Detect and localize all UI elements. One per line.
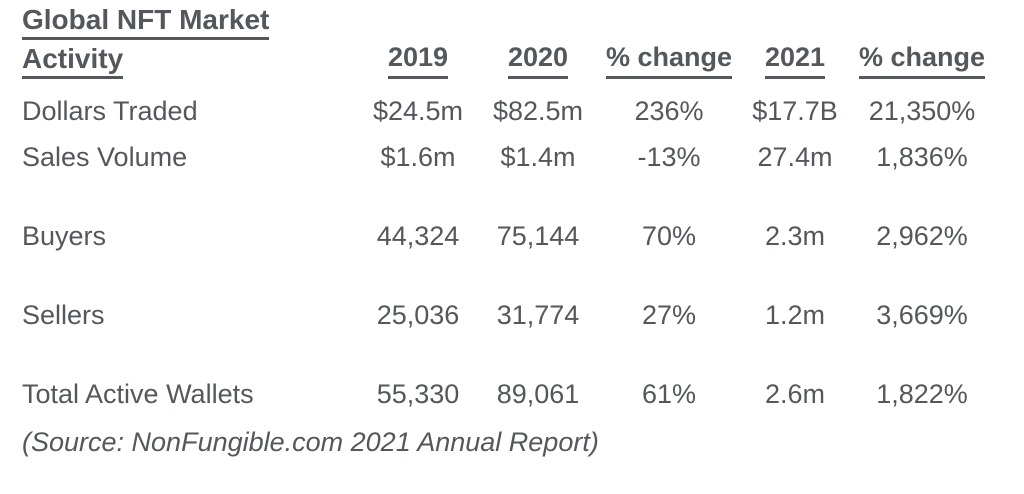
table-header-row: Global NFT Market Activity 2019 2020 % c…: [22, 0, 1024, 88]
cell-value: 31,774: [496, 299, 580, 330]
table-row-dollars-traded: Dollars Traded $24.5m $82.5m 236% $17.7B…: [22, 88, 1024, 134]
column-header-2021: 2021: [764, 42, 826, 79]
table-title-cell: Global NFT Market Activity: [22, 1, 362, 79]
table-title-line-1: Global NFT Market: [22, 4, 270, 40]
cell-value: $24.5m: [372, 95, 464, 126]
cell-value: 70%: [641, 220, 697, 251]
table-row-total-active-wallets: Total Active Wallets 55,330 89,061 61% 2…: [22, 371, 1024, 417]
cell-value: 75,144: [496, 220, 580, 251]
source-note-row: (Source: NonFungible.com 2021 Annual Rep…: [22, 419, 1024, 465]
column-header-pct-change-2: % change: [858, 42, 986, 79]
column-header-2020: 2020: [507, 42, 569, 79]
cell-value: 1,822%: [876, 378, 968, 409]
cell-value: 21,350%: [868, 95, 976, 126]
table-row-buyers: Buyers 44,324 75,144 70% 2.3m 2,962%: [22, 213, 1024, 259]
table-row-sellers: Sellers 25,036 31,774 27% 1.2m 3,669%: [22, 292, 1024, 338]
row-label: Dollars Traded: [22, 95, 198, 126]
cell-value: $1.6m: [380, 141, 456, 172]
row-label: Sellers: [22, 299, 105, 330]
cell-value: 2.6m: [764, 378, 826, 409]
cell-value: -13%: [637, 141, 701, 172]
cell-value: 55,330: [376, 378, 460, 409]
table-title-line-2: Activity: [22, 43, 124, 79]
row-label: Sales Volume: [22, 141, 188, 172]
source-note: (Source: NonFungible.com 2021 Annual Rep…: [22, 426, 599, 457]
row-label: Buyers: [22, 220, 107, 251]
table-title: Global NFT Market Activity: [22, 4, 362, 79]
row-label: Total Active Wallets: [22, 378, 254, 409]
cell-value: 61%: [641, 378, 697, 409]
column-header-2021-cell: 2021: [736, 42, 854, 79]
cell-value: 2,962%: [876, 220, 968, 251]
cell-value: 3,669%: [876, 299, 968, 330]
cell-value: $82.5m: [492, 95, 584, 126]
table-row-sales-volume: Sales Volume $1.6m $1.4m -13% 27.4m 1,83…: [22, 134, 1024, 180]
column-header-2019: 2019: [387, 42, 449, 79]
column-header-pct-change-1-cell: % change: [602, 42, 736, 79]
nft-market-activity-table: Global NFT Market Activity 2019 2020 % c…: [22, 0, 1024, 465]
cell-value: 1.2m: [764, 299, 826, 330]
cell-value: 89,061: [496, 378, 580, 409]
cell-value: 1,836%: [876, 141, 968, 172]
cell-value: 25,036: [376, 299, 460, 330]
cell-value: $1.4m: [500, 141, 576, 172]
cell-value: 27.4m: [757, 141, 833, 172]
column-header-2020-cell: 2020: [474, 42, 602, 79]
column-header-pct-change-2-cell: % change: [854, 42, 990, 79]
cell-value: $17.7B: [752, 95, 838, 126]
column-header-2019-cell: 2019: [362, 42, 474, 79]
cell-value: 236%: [634, 95, 704, 126]
cell-value: 2.3m: [764, 220, 826, 251]
cell-value: 27%: [641, 299, 697, 330]
cell-value: 44,324: [376, 220, 460, 251]
column-header-pct-change-1: % change: [605, 42, 733, 79]
